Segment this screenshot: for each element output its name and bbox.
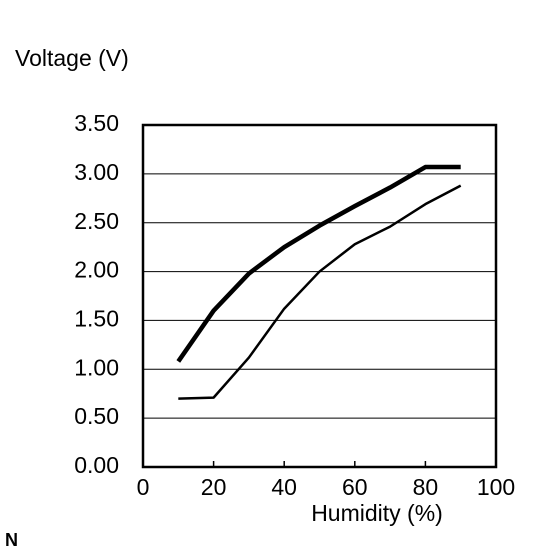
x-tick-label: 60 xyxy=(342,474,368,500)
y-tick-label: 3.00 xyxy=(74,159,119,185)
x-tick-label: 0 xyxy=(137,474,150,500)
x-tick-label: 80 xyxy=(413,474,439,500)
x-tick-label: 100 xyxy=(477,474,515,500)
x-axis-label: Humidity (%) xyxy=(311,500,443,526)
annotation: N xyxy=(5,530,18,550)
y-tick-label: 2.00 xyxy=(74,257,119,283)
x-tick-label: 20 xyxy=(201,474,227,500)
y-axis-label: Voltage (V) xyxy=(15,45,129,71)
y-tick-label: 0.00 xyxy=(74,452,119,478)
x-tick-label: 40 xyxy=(271,474,297,500)
plot-frame xyxy=(141,123,498,469)
y-tick-label: 1.00 xyxy=(74,354,119,380)
y-tick-label: 1.50 xyxy=(74,306,119,332)
y-tick-label: 3.50 xyxy=(74,110,119,136)
data-line xyxy=(178,184,462,400)
y-tick-label: 0.50 xyxy=(74,403,119,429)
data-line xyxy=(176,164,461,363)
y-tick-label: 2.50 xyxy=(74,208,119,234)
